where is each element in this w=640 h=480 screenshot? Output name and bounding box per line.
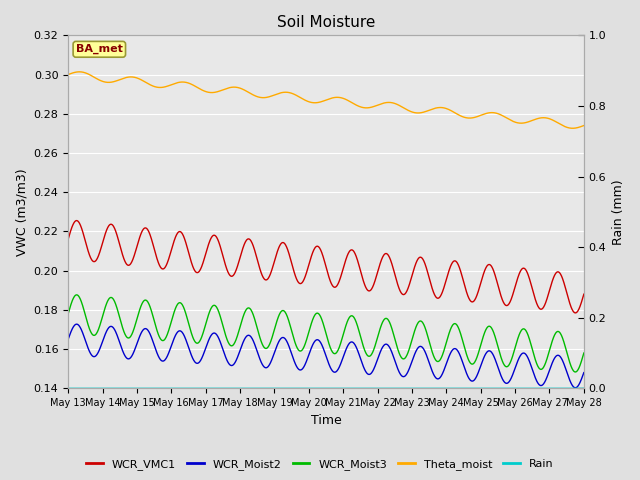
Legend: WCR_VMC1, WCR_Moist2, WCR_Moist3, Theta_moist, Rain: WCR_VMC1, WCR_Moist2, WCR_Moist3, Theta_… — [82, 455, 558, 474]
Title: Soil Moisture: Soil Moisture — [277, 15, 375, 30]
Text: BA_met: BA_met — [76, 44, 123, 54]
Y-axis label: Rain (mm): Rain (mm) — [612, 179, 625, 245]
X-axis label: Time: Time — [310, 414, 341, 427]
Y-axis label: VWC (m3/m3): VWC (m3/m3) — [15, 168, 28, 256]
